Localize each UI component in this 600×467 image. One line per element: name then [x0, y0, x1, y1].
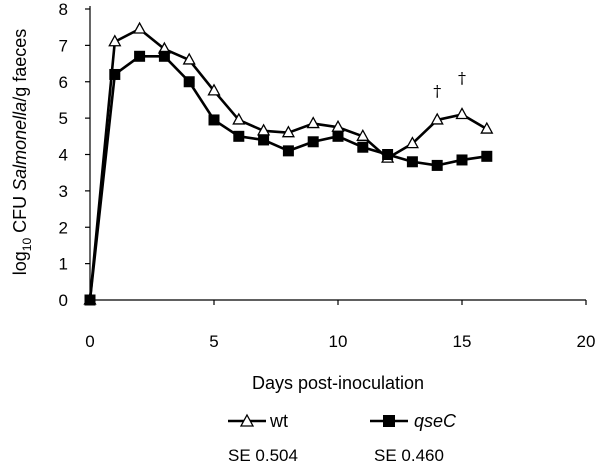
x-ticks: 0 5 10 15 20	[85, 300, 595, 351]
data-point-wt	[133, 21, 147, 34]
data-point-wt	[232, 112, 246, 125]
legend-item-qsec: qseC	[370, 411, 457, 431]
data-point-qsec	[233, 130, 245, 142]
x-axis-title: Days post-inoculation	[252, 373, 424, 393]
data-point-wt	[108, 34, 122, 47]
y-tick-label: 1	[59, 255, 68, 274]
x-axis: 0 5 10 15 20	[85, 299, 595, 351]
data-point-qsec	[332, 130, 344, 142]
y-axis-title: log10 CFU Salmonella/g faeces	[10, 29, 34, 276]
y-axis-title-organism: Salmonella	[10, 102, 30, 191]
legend-item-wt: wt	[228, 411, 288, 431]
data-point-qsec	[382, 149, 394, 160]
y-tick-label: 6	[59, 73, 68, 92]
data-point-qsec	[431, 159, 443, 171]
data-point-qsec	[307, 136, 319, 148]
y-axis: 0 1 2 3 4 5 6 7 8	[59, 0, 91, 310]
significance-dagger: †	[458, 69, 466, 88]
data-point-qsec	[183, 76, 195, 88]
y-tick-label: 5	[59, 109, 68, 128]
data-point-wt	[182, 52, 196, 65]
y-axis-title-subscript: 10	[20, 238, 34, 252]
series-layer	[83, 21, 494, 306]
legend-wt-marker	[239, 413, 255, 427]
significance-dagger: †	[433, 81, 441, 100]
x-tick-label: 0	[85, 332, 94, 351]
x-tick-label: 20	[577, 332, 596, 351]
legend-qsec-marker	[383, 415, 395, 427]
data-point-wt	[405, 136, 419, 149]
se-label-wt: SE 0.504	[228, 446, 298, 465]
y-ticks: 0 1 2 3 4 5 6 7 8	[59, 0, 90, 310]
data-point-qsec	[158, 50, 170, 62]
y-tick-label: 8	[59, 0, 68, 19]
y-tick-label: 0	[59, 291, 68, 310]
legend: wt qseC SE 0.504 SE 0.460	[228, 411, 457, 465]
y-tick-label: 4	[59, 146, 68, 165]
data-point-wt	[455, 107, 469, 120]
data-point-qsec	[357, 141, 369, 153]
series-line-qsec	[88, 54, 487, 301]
data-point-wt	[356, 128, 370, 141]
data-point-wt	[306, 116, 320, 129]
y-axis-title-middle: CFU	[10, 191, 30, 238]
x-tick-label: 5	[209, 332, 218, 351]
data-point-wt	[207, 83, 221, 96]
y-axis-title-suffix: /g faeces	[10, 29, 30, 102]
data-point-qsec	[481, 150, 493, 162]
se-label-qsec: SE 0.460	[374, 446, 444, 465]
data-point-wt	[430, 112, 444, 125]
x-tick-label: 15	[453, 332, 472, 351]
y-tick-label: 7	[59, 36, 68, 55]
y-axis-title-prefix: log	[10, 251, 30, 275]
data-point-wt	[281, 125, 295, 138]
data-point-qsec	[109, 68, 121, 80]
data-point-qsec	[258, 134, 270, 146]
data-point-qsec	[208, 114, 220, 126]
legend-qsec-label: qseC	[414, 411, 457, 431]
data-point-wt	[480, 121, 494, 134]
data-point-qsec	[84, 294, 96, 306]
legend-wt-label: wt	[269, 411, 288, 431]
annotation-layer: ††	[433, 69, 466, 101]
y-tick-label: 3	[59, 182, 68, 201]
data-point-qsec	[456, 154, 468, 166]
data-point-qsec	[282, 145, 294, 157]
data-point-qsec	[406, 156, 418, 168]
x-tick-label: 10	[329, 332, 348, 351]
data-point-qsec	[134, 50, 146, 62]
y-tick-label: 2	[59, 218, 68, 237]
